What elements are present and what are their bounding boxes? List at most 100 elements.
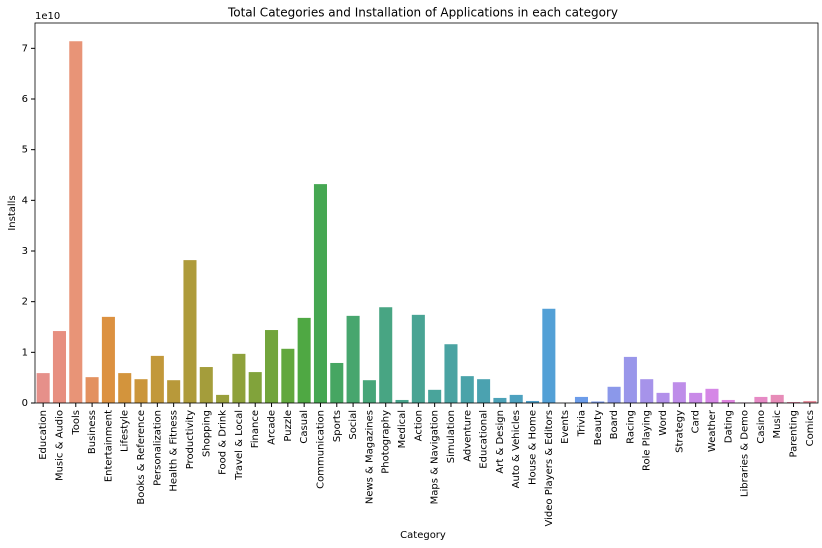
x-tick-label: Card: [691, 410, 702, 433]
x-tick-label: Arcade: [267, 410, 278, 445]
x-tick-label: Events: [560, 410, 571, 444]
bar: [101, 316, 115, 403]
x-tick-label: Social: [348, 410, 359, 440]
bar: [477, 379, 491, 403]
bar: [591, 401, 605, 403]
x-tick-label: Medical: [397, 410, 408, 448]
x-tick-label: Role Playing: [642, 410, 653, 471]
y-tick-label: 2: [22, 297, 28, 308]
bar: [803, 400, 817, 403]
bar: [313, 184, 327, 403]
x-tick-label: Weather: [707, 409, 718, 452]
x-tick-label: Entertainment: [103, 410, 114, 482]
bar: [232, 353, 246, 403]
bar: [52, 331, 66, 403]
bar: [787, 401, 801, 403]
bar: [721, 399, 735, 403]
x-tick-label: Beauty: [593, 410, 604, 445]
x-tick-label: Board: [609, 410, 620, 439]
x-tick-label: Personalization: [152, 410, 163, 486]
bar: [689, 392, 703, 403]
x-tick-label: Maps & Navigation: [430, 410, 441, 504]
x-tick-label: Racing: [625, 410, 636, 444]
bar: [167, 380, 181, 403]
bar: [444, 344, 458, 403]
y-tick-label: 0: [22, 398, 28, 409]
x-tick-label: Communication: [315, 410, 326, 489]
bar: [36, 373, 50, 403]
bar: [69, 41, 83, 404]
bar: [411, 314, 425, 403]
x-tick-label: Lifestyle: [120, 410, 131, 452]
bar: [330, 362, 344, 403]
bar: [607, 386, 621, 403]
x-tick-label: Casual: [299, 410, 310, 444]
plot-frame: [34, 22, 819, 404]
x-tick-label: Business: [87, 410, 98, 454]
x-tick-label: Parenting: [789, 410, 800, 457]
x-tick-label: Video Players & Editors: [544, 410, 555, 526]
y-tick-label: 7: [22, 43, 28, 54]
chart-title: Total Categories and Installation of App…: [227, 6, 618, 20]
y-tick-label: 5: [22, 145, 28, 156]
x-tick-label: Finance: [250, 410, 261, 448]
bar: [297, 317, 311, 403]
bar: [493, 397, 507, 403]
x-tick-label: Books & Reference: [136, 410, 147, 505]
x-tick-label: Libraries & Demo: [740, 410, 751, 497]
bar: [248, 372, 262, 403]
bar: [134, 379, 148, 403]
x-tick-label: Music: [772, 410, 783, 438]
bar: [460, 376, 474, 403]
bar: [526, 400, 540, 403]
x-tick-label: Art & Design: [495, 410, 506, 474]
bar: [428, 389, 442, 403]
y-axis-label: Installs: [7, 195, 18, 230]
bar: [395, 399, 409, 403]
bar: [623, 356, 637, 403]
x-tick-label: Trivia: [576, 410, 587, 437]
x-tick-label: Travel & Local: [234, 410, 245, 481]
y-tick-label: 1: [22, 347, 28, 358]
x-tick-label: Dating: [723, 410, 734, 443]
x-tick-label: Shopping: [201, 410, 212, 457]
x-tick-label: Productivity: [185, 410, 196, 469]
x-tick-label: House & Home: [528, 410, 539, 485]
bar: [754, 396, 768, 403]
y-tick-label: 4: [22, 195, 28, 206]
bar: [542, 308, 556, 403]
bar: [85, 377, 99, 403]
bar: [672, 382, 686, 403]
bar: [150, 355, 164, 403]
bar: [362, 380, 376, 403]
bar: [379, 307, 393, 403]
bar: [640, 379, 654, 403]
y-offset-label: 1e10: [35, 11, 60, 22]
bar: [574, 396, 588, 403]
bar: [656, 392, 670, 403]
bar: [281, 348, 295, 403]
x-axis-label: Category: [400, 530, 446, 541]
x-tick-label: Health & Fitness: [169, 410, 180, 492]
bar: [118, 373, 132, 403]
y-tick-label: 6: [22, 94, 28, 105]
x-tick-label: Casino: [756, 410, 767, 444]
x-tick-label: Strategy: [674, 410, 685, 453]
x-tick-label: Comics: [805, 410, 816, 446]
bar: [265, 330, 279, 403]
x-tick-label: Simulation: [446, 410, 457, 463]
bar: [509, 394, 523, 403]
x-tick-label: Auto & Vehicles: [511, 410, 522, 488]
x-tick-label: Food & Drink: [218, 410, 229, 475]
bar: [770, 394, 784, 403]
x-tick-label: Educational: [479, 410, 490, 469]
x-tick-label: Word: [658, 410, 669, 436]
x-tick-label: Music & Audio: [54, 410, 65, 481]
x-tick-label: Action: [413, 410, 424, 441]
bar: [216, 394, 230, 403]
bar: [705, 388, 719, 403]
x-tick-label: Tools: [71, 410, 82, 436]
x-tick-label: Sports: [332, 410, 343, 442]
